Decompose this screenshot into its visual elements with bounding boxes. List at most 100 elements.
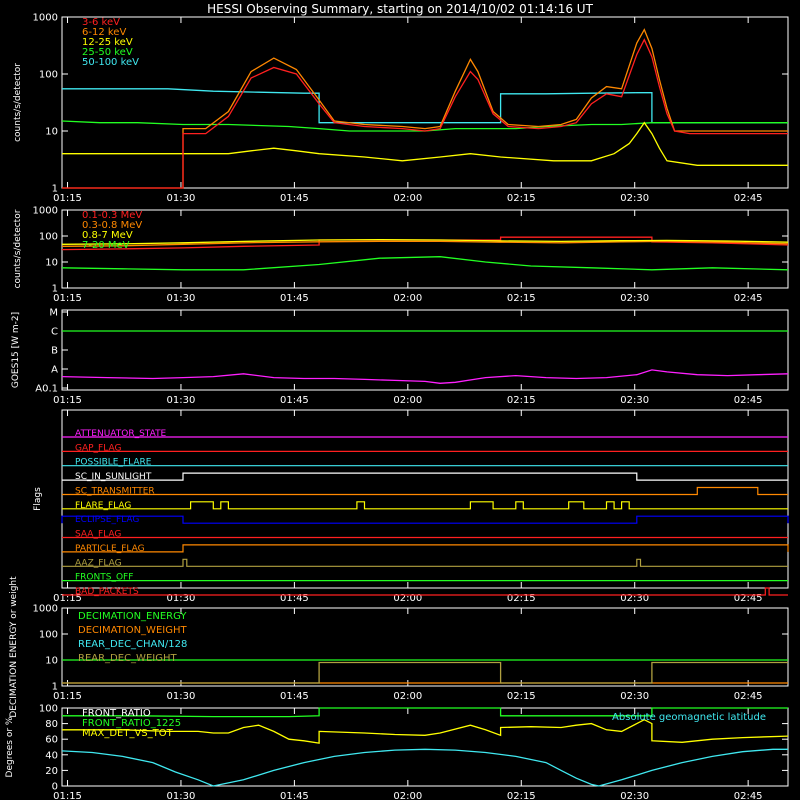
x-tick-label: 02:00 (393, 691, 422, 702)
high-energy-rates-frame (61, 16, 789, 189)
x-tick-label: 01:15 (53, 691, 82, 702)
y-tick-label: 10 (45, 127, 58, 138)
ratios-panel: 01:15 01:30 01:45 02:00 02:15 02:30 02:45 Degre… (5, 704, 789, 800)
y-axis-label: Flags (33, 487, 43, 511)
flag-trace (62, 558, 788, 567)
x-tick-label: 01:45 (280, 395, 309, 406)
x-tick-label: 01:15 (53, 395, 82, 406)
y-tick-label: C (51, 327, 58, 338)
legend-entry: FRONT_RATIO (82, 708, 151, 719)
x-tick-label: 02:15 (507, 691, 536, 702)
flags-panel: 01:15 01:30 01:45 02:00 02:15 02:30 02:45 Flags… (33, 409, 789, 604)
legend-entry: DECIMATION_ENERGY (78, 611, 187, 622)
y-tick-label: 1 (52, 184, 58, 195)
flag-trace (61, 515, 789, 524)
x-tick-label: 02:30 (620, 691, 649, 702)
legend-entry: DECIMATION_WEIGHT (78, 625, 187, 636)
x-tick-label: 02:45 (734, 293, 763, 304)
legend-entry: 7-20 MeV (82, 240, 130, 251)
legend-entry: 0.3-0.8 MeV (82, 220, 142, 231)
x-tick-label: 01:30 (167, 593, 196, 604)
x-tick-label: 02:30 (620, 593, 649, 604)
legend-entry: 25-50 keV (82, 47, 133, 58)
flag-trace (62, 544, 789, 553)
series-line (61, 748, 788, 787)
x-tick-label: 01:15 (53, 293, 82, 304)
x-tick-label: 02:15 (507, 293, 536, 304)
y-tick-label: 60 (45, 735, 58, 746)
x-tick-label: 01:30 (167, 691, 196, 702)
x-tick-label: 01:45 (280, 193, 309, 204)
decimation-panel: 01:15 01:30 01:45 02:00 02:15 02:30 02:45 DECIM… (9, 576, 789, 718)
y-tick-label: B (51, 346, 58, 357)
y-tick-label: 20 (45, 766, 58, 777)
x-tick-label: 01:15 (53, 593, 82, 604)
x-tick-label: 02:00 (393, 193, 422, 204)
y-tick-label: 100 (39, 704, 58, 715)
x-tick-label: 02:00 (393, 791, 422, 800)
y-tick-label: 1 (52, 284, 58, 295)
x-tick-label: 02:00 (393, 593, 422, 604)
y-tick-label: 1000 (33, 13, 58, 24)
gamma-rates-frame (61, 209, 789, 289)
series-line (62, 38, 788, 189)
x-tick-label: 01:15 (53, 193, 82, 204)
flag-label: FLARE_FLAG (75, 501, 131, 511)
y-tick-label: 10 (45, 656, 58, 667)
y-axis-label: counts/s/detector (13, 63, 23, 142)
flag-label: ATTENUATOR_STATE (75, 429, 167, 439)
gamma-rates-panel: 01:15 01:30 01:45 02:00 02:15 02:30 02:45 count… (13, 206, 789, 304)
flag-trace (62, 587, 788, 596)
x-tick-label: 02:30 (620, 193, 649, 204)
high-energy-rates-panel: 01:15 01:30 01:45 02:00 02:15 02:30 02:45 count… (13, 13, 789, 204)
y-axis-label: counts/s/detector (13, 209, 23, 288)
y-tick-label: 10 (45, 258, 58, 269)
y-tick-label: 80 (45, 719, 58, 730)
x-tick-label: 02:15 (507, 593, 536, 604)
x-tick-label: 01:30 (167, 293, 196, 304)
x-tick-label: 01:45 (280, 293, 309, 304)
y-tick-label: M (49, 308, 58, 319)
x-tick-label: 01:45 (280, 691, 309, 702)
plot-title: HESSI Observing Summary, starting on 201… (207, 2, 593, 16)
x-tick-label: 02:45 (734, 395, 763, 406)
x-tick-label: 02:45 (734, 691, 763, 702)
y-tick-label: A (51, 365, 58, 376)
flag-label: PARTICLE_FLAG (75, 544, 145, 554)
flag-label: ECLIPSE_FLAG (75, 515, 139, 525)
y-axis-label: DECIMATION ENERGY or weight (9, 576, 19, 718)
series-line (61, 369, 789, 384)
flag-label: SC_IN_SUNLIGHT (75, 472, 152, 482)
y-tick-label: 0 (52, 782, 58, 793)
goes-panel: 01:15 01:30 01:45 02:00 02:15 02:30 02:45 GOES1… (11, 308, 789, 406)
x-tick-label: 02:15 (507, 193, 536, 204)
x-tick-label: 02:15 (507, 791, 536, 800)
series-line (62, 121, 788, 166)
flag-label: GAP_FLAG (75, 443, 121, 453)
y-tick-label: 100 (39, 232, 58, 243)
legend-entry: 3-6 keV (82, 17, 120, 28)
x-tick-label: 02:45 (734, 193, 763, 204)
legend-entry: 50-100 keV (82, 57, 139, 68)
series-line (62, 28, 788, 189)
legend-entry: REAR_DEC_CHAN/128 (78, 639, 187, 650)
x-tick-label: 01:45 (280, 791, 309, 800)
x-tick-label: 02:30 (620, 791, 649, 800)
flag-label: POSSIBLE_FLARE (75, 458, 152, 468)
y-tick-label: 100 (39, 630, 58, 641)
series-line (61, 240, 789, 247)
series-line (62, 707, 788, 718)
x-tick-label: 02:15 (507, 395, 536, 406)
series-line (62, 661, 788, 684)
legend-entry: FRONT_RATIO_1225 (82, 718, 181, 729)
x-tick-label: 02:00 (393, 395, 422, 406)
legend-entry: 6-12 keV (82, 27, 126, 38)
series-line (61, 239, 789, 245)
x-tick-label: 01:45 (280, 593, 309, 604)
flag-trace (62, 501, 788, 510)
x-tick-label: 02:30 (620, 293, 649, 304)
legend-entry: 0.8-7 MeV (82, 230, 133, 241)
flag-label: SC_TRANSMITTER (75, 486, 155, 496)
flag-trace (62, 472, 788, 481)
